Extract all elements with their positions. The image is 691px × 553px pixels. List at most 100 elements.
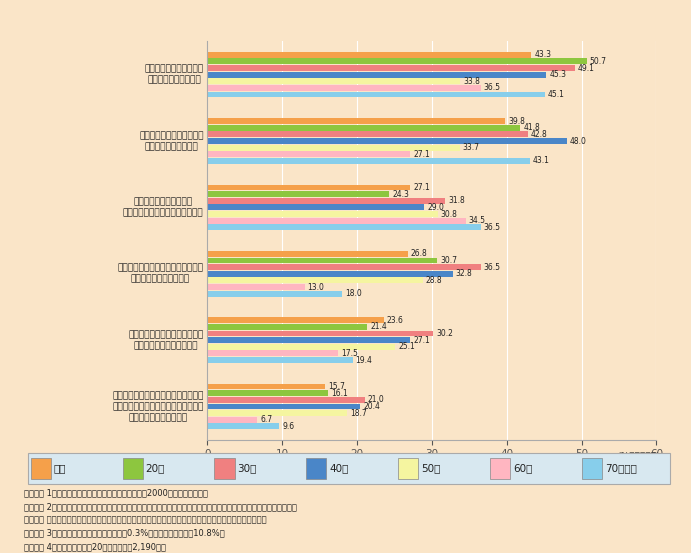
Bar <box>207 410 348 416</box>
Text: 49.1: 49.1 <box>578 64 595 72</box>
Text: 36.5: 36.5 <box>484 84 500 92</box>
Bar <box>207 145 460 150</box>
Text: しつけられたペットが増え、ペットを
連れて自由に公共施設や交通機関など
を利用できるようになる: しつけられたペットが増え、ペットを 連れて自由に公共施設や交通機関など を利用で… <box>112 391 204 422</box>
Bar <box>207 417 258 422</box>
Text: 41.8: 41.8 <box>523 123 540 132</box>
Text: 27.1: 27.1 <box>413 150 430 159</box>
Bar <box>207 225 480 230</box>
Bar <box>207 357 352 363</box>
Bar <box>306 458 326 479</box>
Text: 36.5: 36.5 <box>484 223 500 232</box>
Bar <box>207 218 466 223</box>
Text: 2．「あなたは、今後、少子高齢化や核家族化が進む中で、人とペットの関係はどのようになっていくと思いま: 2．「あなたは、今後、少子高齢化や核家族化が進む中で、人とペットの関係はどのよう… <box>24 502 297 511</box>
Bar <box>207 205 424 210</box>
Text: 4．回答者は全国の20歳以上の男女2,190人。: 4．回答者は全国の20歳以上の男女2,190人。 <box>24 542 166 551</box>
Bar <box>207 324 368 330</box>
Bar <box>31 458 51 479</box>
Bar <box>207 152 410 157</box>
Text: 全体: 全体 <box>54 463 66 474</box>
Bar <box>207 59 587 64</box>
Bar <box>207 92 545 97</box>
Text: 43.3: 43.3 <box>534 50 551 59</box>
Text: 30.2: 30.2 <box>437 329 453 338</box>
Text: 27.1: 27.1 <box>413 336 430 345</box>
Text: 福祉施設や老人施設などでペットが
飼われるケースが増える: 福祉施設や老人施設などでペットが 飼われるケースが増える <box>117 264 204 284</box>
Text: 70代以上: 70代以上 <box>605 463 636 474</box>
Text: 13.0: 13.0 <box>307 283 325 291</box>
Bar <box>207 258 437 263</box>
Bar <box>207 344 395 349</box>
Text: 28.8: 28.8 <box>426 276 442 285</box>
Text: 9.6: 9.6 <box>282 422 294 431</box>
Text: 16.1: 16.1 <box>331 389 348 398</box>
Bar <box>207 424 279 429</box>
Bar <box>582 458 602 479</box>
Text: 23.6: 23.6 <box>387 316 404 325</box>
Text: 36.5: 36.5 <box>484 263 500 272</box>
Text: 家族の一員同様にともに
生活する世帯が増える: 家族の一員同様にともに 生活する世帯が増える <box>144 65 204 85</box>
Text: 20代: 20代 <box>146 463 165 474</box>
Text: 30.8: 30.8 <box>441 210 457 218</box>
Bar <box>207 185 410 190</box>
Bar <box>207 271 453 276</box>
Text: すか。この中からいくつでもあげてください。」という問に対する回答者の割合（複数回答）。: すか。この中からいくつでもあげてください。」という問に対する回答者の割合（複数回… <box>24 515 267 524</box>
Text: 50代: 50代 <box>421 463 440 474</box>
Text: 6.7: 6.7 <box>261 415 272 424</box>
Text: 33.8: 33.8 <box>463 77 480 86</box>
Text: 40代: 40代 <box>329 463 348 474</box>
Text: 42.8: 42.8 <box>531 130 547 139</box>
Bar <box>207 138 567 144</box>
Text: 26.8: 26.8 <box>411 249 428 258</box>
Text: 31.8: 31.8 <box>448 196 465 205</box>
Bar <box>207 404 360 409</box>
Text: 32.8: 32.8 <box>456 269 473 278</box>
Text: 21.0: 21.0 <box>368 395 384 404</box>
Bar <box>207 317 384 323</box>
Bar <box>207 397 364 403</box>
Text: 老後のパートナーとしての
ペットの重要性が増す: 老後のパートナーとしての ペットの重要性が増す <box>139 131 204 151</box>
Bar <box>207 132 528 137</box>
Bar <box>207 72 547 77</box>
Bar <box>490 458 510 479</box>
Bar <box>207 251 408 257</box>
Bar <box>207 351 339 356</box>
Bar <box>207 85 480 91</box>
Text: 48.0: 48.0 <box>569 137 587 145</box>
Text: 子どもの情操教育などの目的で
ペット飼育の重要性が増す: 子どもの情操教育などの目的で ペット飼育の重要性が増す <box>129 330 204 350</box>
Bar <box>207 118 505 124</box>
Bar <box>398 458 418 479</box>
Text: 60代: 60代 <box>513 463 532 474</box>
Text: 18.0: 18.0 <box>345 289 362 298</box>
Bar <box>207 158 530 164</box>
Bar <box>207 278 423 283</box>
Text: 29.0: 29.0 <box>427 203 444 212</box>
Text: 20.4: 20.4 <box>363 402 380 411</box>
Bar <box>207 125 520 131</box>
Bar <box>207 390 328 396</box>
Text: 高齢者が病気などにより
飼育できなくなるペットが増える: 高齢者が病気などにより 飼育できなくなるペットが増える <box>123 197 204 217</box>
Bar <box>207 52 531 58</box>
Bar <box>123 458 143 479</box>
Bar <box>214 458 235 479</box>
Text: （備考） 1．内閣府「動物愛護に関する世論調査」（2000年）により作成。: （備考） 1．内閣府「動物愛護に関する世論調査」（2000年）により作成。 <box>24 489 208 498</box>
Bar <box>207 291 342 296</box>
Text: 30.7: 30.7 <box>440 256 457 265</box>
Text: 27.1: 27.1 <box>413 183 430 192</box>
Text: 3．回答は上記以外に「その他」が0.3%、「わからない」が10.8%。: 3．回答は上記以外に「その他」が0.3%、「わからない」が10.8%。 <box>24 529 225 538</box>
Text: 19.4: 19.4 <box>355 356 372 364</box>
Text: 50.7: 50.7 <box>590 57 607 66</box>
Bar <box>207 79 460 84</box>
Bar <box>207 331 433 336</box>
Text: 30代: 30代 <box>238 463 257 474</box>
Text: 25.1: 25.1 <box>398 342 415 351</box>
Bar <box>207 284 305 290</box>
Text: 43.1: 43.1 <box>533 156 550 165</box>
Text: 34.5: 34.5 <box>468 216 486 225</box>
FancyBboxPatch shape <box>28 453 670 484</box>
Bar <box>207 211 438 217</box>
Text: 33.7: 33.7 <box>462 143 480 152</box>
Bar <box>207 65 575 71</box>
Text: 21.4: 21.4 <box>370 322 387 331</box>
Bar <box>207 337 410 343</box>
Text: 45.3: 45.3 <box>549 70 567 79</box>
